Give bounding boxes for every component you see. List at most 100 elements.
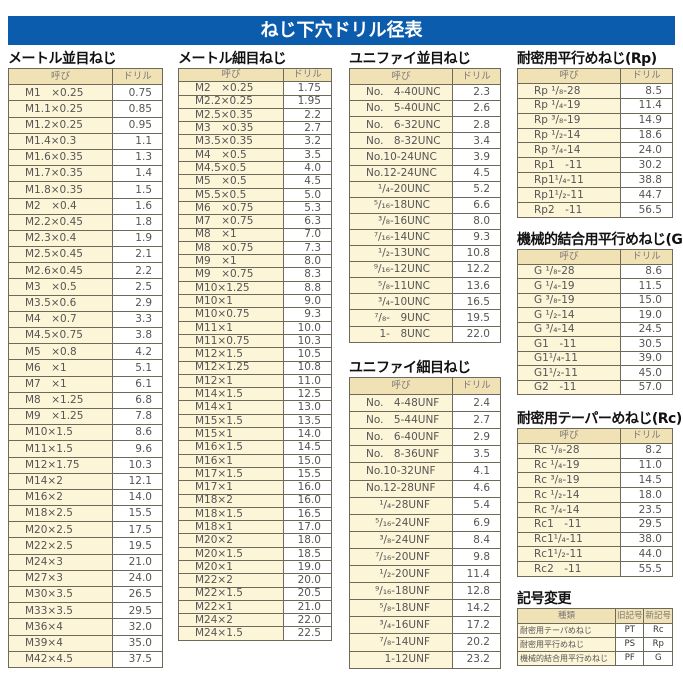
column-header-drill: ドリル: [620, 249, 673, 265]
table-row: M5.5×0.5 5.0: [178, 187, 332, 202]
table-row: M22×2.5 19.5: [8, 537, 163, 555]
thread-size: M11×1: [178, 320, 284, 335]
thread-size: ¹/₂-13UNC: [349, 245, 453, 263]
table-row: ¹/₄-28UNF 5.4: [349, 496, 501, 515]
table-row: M2.6×0.45 2.2: [8, 262, 163, 280]
table-row: Rp ¹/₂-14 18.6: [517, 127, 673, 144]
table-row: M2.5×0.35 2.2: [178, 107, 332, 123]
thread-size: M24×3: [8, 553, 113, 571]
drill-size: 19.5: [112, 537, 163, 555]
thread-size: M30×3.5: [8, 585, 113, 604]
thread-size: M22×2: [178, 573, 284, 588]
drill-size: 4.6: [452, 479, 501, 498]
drill-size: 4.5: [283, 174, 332, 189]
drill-size: 7.8: [112, 407, 163, 426]
thread-size: ⁵/₁₆-24UNF: [349, 513, 453, 532]
old-symbol: PF: [614, 651, 645, 666]
drill-size: 3.5: [283, 147, 332, 163]
table-row: M27×3 24.0: [8, 569, 163, 588]
thread-size: G ¹/₈-28: [517, 263, 621, 279]
table-row: ³/₄-16UNF 17.2: [349, 616, 501, 635]
thread-size: G1¹/₄-11: [517, 350, 621, 366]
thread-size: No. 5-40UNC: [349, 100, 453, 118]
thread-size: G ³/₈-19: [517, 292, 621, 308]
type-cell: 耐密用テーパめねじ: [517, 623, 616, 638]
thread-size: M2.6×0.45: [8, 262, 113, 280]
drill-size: 7.0: [283, 227, 332, 242]
column-header-name: 呼び: [178, 67, 284, 83]
table-row: No.12-28UNF 4.6: [349, 479, 501, 498]
thread-size: Rp ¹/₄-19: [517, 97, 621, 114]
thread-size: Rp1¹/₄-11: [517, 172, 621, 189]
drill-size: 1.4: [112, 165, 163, 183]
table-row: M12×1.5 10.5: [178, 347, 332, 362]
drill-size: 7.3: [283, 240, 332, 256]
table-row: ⁷/₈- 9UNC 19.5: [349, 309, 501, 327]
drill-size: 57.0: [620, 379, 673, 395]
thread-size: M8 ×1: [178, 227, 284, 242]
thread-size: M2 ×0.25: [178, 81, 284, 96]
thread-size: ⁹/₁₆-18UNF: [349, 582, 453, 601]
thread-size: M2.2×0.25: [178, 94, 284, 109]
drill-size: 24.0: [620, 142, 673, 159]
thread-size: M6 ×1: [8, 359, 113, 377]
column-header: 旧記号: [614, 608, 645, 624]
drill-size: 15.0: [283, 453, 332, 468]
page-title: ねじ下穴ドリル径表: [8, 16, 675, 45]
drill-size: 20.0: [283, 573, 332, 588]
unc-section: ユニファイ並目ねじ 呼び ドリル No. 4-40UNC 2.3 No. 5-40UNC 2…: [349, 51, 501, 343]
table-row: ⁷/₈-14UNF 20.2: [349, 633, 501, 652]
drill-size: 44.0: [620, 546, 673, 563]
drill-size: 2.5: [112, 278, 163, 296]
table-row: M7 ×0.75 6.3: [178, 214, 332, 229]
thread-size: M10×1: [178, 294, 284, 309]
table-row: Rp ¹/₄-19 11.4: [517, 97, 673, 114]
drill-size: 13.6: [452, 277, 501, 295]
thread-size: M27×3: [8, 569, 113, 588]
thread-size: M16×2: [8, 488, 113, 507]
drill-size: 9.3: [452, 228, 501, 247]
table-row: Rp1¹/₂-11 44.7: [517, 187, 673, 204]
drill-size: 5.4: [452, 496, 501, 515]
drill-size: 22.0: [452, 325, 501, 343]
drill-size: 19.5: [452, 309, 501, 327]
thread-size: M12×1.5: [178, 347, 284, 362]
drill-size: 3.5: [452, 445, 501, 464]
drill-size: 20.2: [452, 633, 501, 652]
table-row: Rp ³/₈-19 14.9: [517, 112, 673, 129]
table-row: M8 ×1.25 6.8: [8, 391, 163, 409]
g-section: 機械的結合用平行めねじ(G) 呼び ドリル G ¹/₈-28 8.6 G ¹/₄-19 11…: [517, 232, 683, 395]
drill-size: 0.75: [112, 84, 163, 102]
thread-size: M8 ×1.25: [8, 391, 113, 409]
drill-size: 45.0: [620, 365, 673, 381]
thread-size: M9 ×1.25: [8, 407, 113, 426]
thread-size: No. 6-32UNC: [349, 116, 453, 134]
table-row: 1- 8UNC 22.0: [349, 325, 501, 343]
thread-size: G ¹/₄-19: [517, 278, 621, 294]
thread-size: ⁵/₈-18UNF: [349, 599, 453, 618]
drill-size: 8.0: [283, 254, 332, 269]
thread-size: Rp ¹/₂-14: [517, 127, 621, 144]
thread-size: M15×1: [178, 427, 284, 442]
table-row: M1.4×0.3 1.1: [8, 132, 163, 150]
table-row: M11×1.5 9.6: [8, 440, 163, 458]
drill-size: 3.3: [112, 310, 163, 329]
drill-size: 2.7: [452, 411, 501, 430]
table-row: M16×1 15.0: [178, 453, 332, 468]
table-row: M5 ×0.8 4.2: [8, 343, 163, 361]
table-row: M18×2.5 15.5: [8, 505, 163, 523]
thread-size: Rc ¹/₈-28: [517, 442, 621, 459]
table-row: M10×1.25 8.8: [178, 280, 332, 296]
table-row: M20×2.5 17.5: [8, 521, 163, 539]
column-header-drill: ドリル: [620, 68, 673, 84]
table-row: ⁹/₁₆-12UNC 12.2: [349, 261, 501, 279]
thread-size: Rp2 -11: [517, 202, 621, 218]
thread-size: ⁵/₈-11UNC: [349, 277, 453, 295]
drill-size: 17.0: [283, 520, 332, 535]
thread-size: Rp1¹/₂-11: [517, 187, 621, 204]
drill-size: 14.0: [112, 488, 163, 507]
drill-size: 44.7: [620, 187, 673, 204]
thread-size: M10×0.75: [178, 307, 284, 322]
drill-size: 8.3: [283, 267, 332, 282]
drill-size: 12.1: [112, 472, 163, 490]
